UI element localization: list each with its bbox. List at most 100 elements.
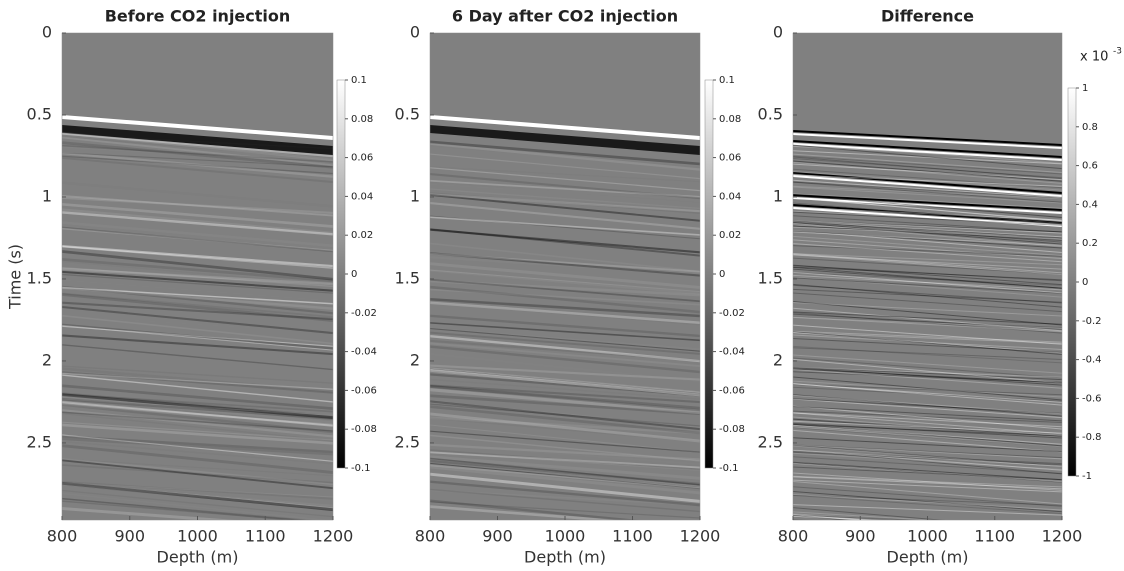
- reflection: [793, 288, 1062, 303]
- reflection: [793, 330, 1062, 343]
- reflection: [793, 204, 1062, 224]
- reflection: [62, 497, 313, 520]
- reflection: [793, 334, 1062, 350]
- reflection: [793, 307, 1062, 332]
- reflection: [793, 449, 1062, 471]
- reflection: [793, 202, 1062, 224]
- reflection: [62, 393, 333, 420]
- reflection: [793, 450, 1062, 465]
- reflection: [793, 371, 1062, 383]
- reflection: [62, 423, 333, 445]
- reflection: [793, 424, 1062, 445]
- colorbar-tick-label: -0.2: [1082, 316, 1102, 327]
- reflection: [430, 242, 700, 273]
- reflection: [430, 388, 700, 415]
- reflection: [793, 386, 1062, 402]
- reflection: [793, 202, 1062, 225]
- reflection: [62, 136, 333, 167]
- reflection: [793, 331, 1062, 355]
- x-tick-label: 1200: [1042, 527, 1083, 546]
- reflection: [430, 188, 700, 210]
- reflection: [430, 488, 700, 513]
- colorbar-tick-label: -0.06: [719, 385, 745, 396]
- reflection: [430, 412, 700, 443]
- reflection: [430, 384, 700, 412]
- reflection: [793, 311, 1062, 325]
- reflection: [430, 202, 700, 230]
- reflection: [793, 418, 1062, 435]
- seismic-image: [62, 33, 333, 520]
- reflection: [430, 465, 700, 495]
- colorbar-tick-label: 0: [1082, 277, 1088, 288]
- colorbar-tick-label: -0.02: [351, 308, 377, 319]
- reflection: [793, 514, 920, 520]
- reflection: [62, 152, 333, 168]
- reflection: [62, 393, 333, 413]
- colorbar: [704, 79, 714, 469]
- colorbar-scale: x 10: [1080, 50, 1108, 65]
- reflection: [793, 144, 1062, 170]
- reflection: [430, 364, 700, 381]
- reflection: [793, 276, 1062, 298]
- reflection: [430, 368, 700, 397]
- reflection: [793, 394, 1062, 417]
- colorbar-tick-label: -0.1: [351, 463, 371, 474]
- reflection: [430, 285, 700, 314]
- reflection: [430, 385, 700, 410]
- reflection: [793, 181, 1062, 199]
- reflection: [62, 325, 333, 351]
- reflection: [62, 464, 333, 484]
- reflection: [793, 316, 1062, 328]
- reflection: [793, 193, 1062, 209]
- reflection: [793, 437, 1062, 453]
- reflection: [793, 422, 1062, 439]
- reflection: [793, 354, 1062, 374]
- reflection: [793, 161, 1062, 184]
- reflection: [793, 426, 1062, 448]
- reflection: [62, 402, 333, 427]
- reflection: [793, 312, 1062, 334]
- reflection: [793, 253, 1062, 266]
- reflection: [793, 210, 1062, 225]
- reflection: [793, 284, 1062, 304]
- reflection: [793, 160, 1062, 182]
- reflection: [430, 501, 700, 519]
- reflection: [62, 115, 333, 140]
- reflection: [430, 279, 700, 297]
- colorbar-tick-label: 0.02: [351, 230, 373, 241]
- reflection: [62, 437, 333, 456]
- reflection: [62, 208, 333, 235]
- reflection: [430, 342, 700, 368]
- y-axis-label: Time (s): [6, 244, 25, 310]
- reflection: [62, 480, 333, 500]
- x-axis-label: Depth (m): [157, 548, 239, 567]
- colorbar-tick-label: 0.06: [719, 153, 741, 164]
- reflection: [793, 366, 1062, 381]
- reflection: [793, 405, 1062, 430]
- reflection: [793, 449, 1062, 475]
- x-tick-label: 1100: [245, 527, 286, 546]
- image-background: [793, 33, 1062, 520]
- reflection: [793, 301, 1062, 317]
- reflection: [793, 142, 1062, 161]
- reflection: [793, 175, 1062, 197]
- x-tick-label: 900: [114, 527, 145, 546]
- reflection: [793, 444, 1062, 459]
- x-tick-label: 800: [415, 527, 446, 546]
- reflection: [793, 410, 1062, 423]
- colorbar-tick-label: -0.6: [1082, 393, 1102, 404]
- reflection: [430, 416, 700, 435]
- reflection: [793, 475, 1062, 488]
- reflection: [430, 480, 700, 507]
- reflection: [62, 325, 333, 347]
- reflection: [793, 230, 1062, 253]
- reflection: [430, 172, 700, 200]
- reflection: [430, 334, 700, 363]
- reflection: [793, 345, 1062, 364]
- reflection: [793, 423, 1062, 447]
- reflection: [793, 338, 1062, 353]
- reflection: [793, 142, 1062, 164]
- reflection: [793, 376, 1062, 401]
- reflection: [793, 225, 1062, 239]
- reflection: [62, 459, 333, 490]
